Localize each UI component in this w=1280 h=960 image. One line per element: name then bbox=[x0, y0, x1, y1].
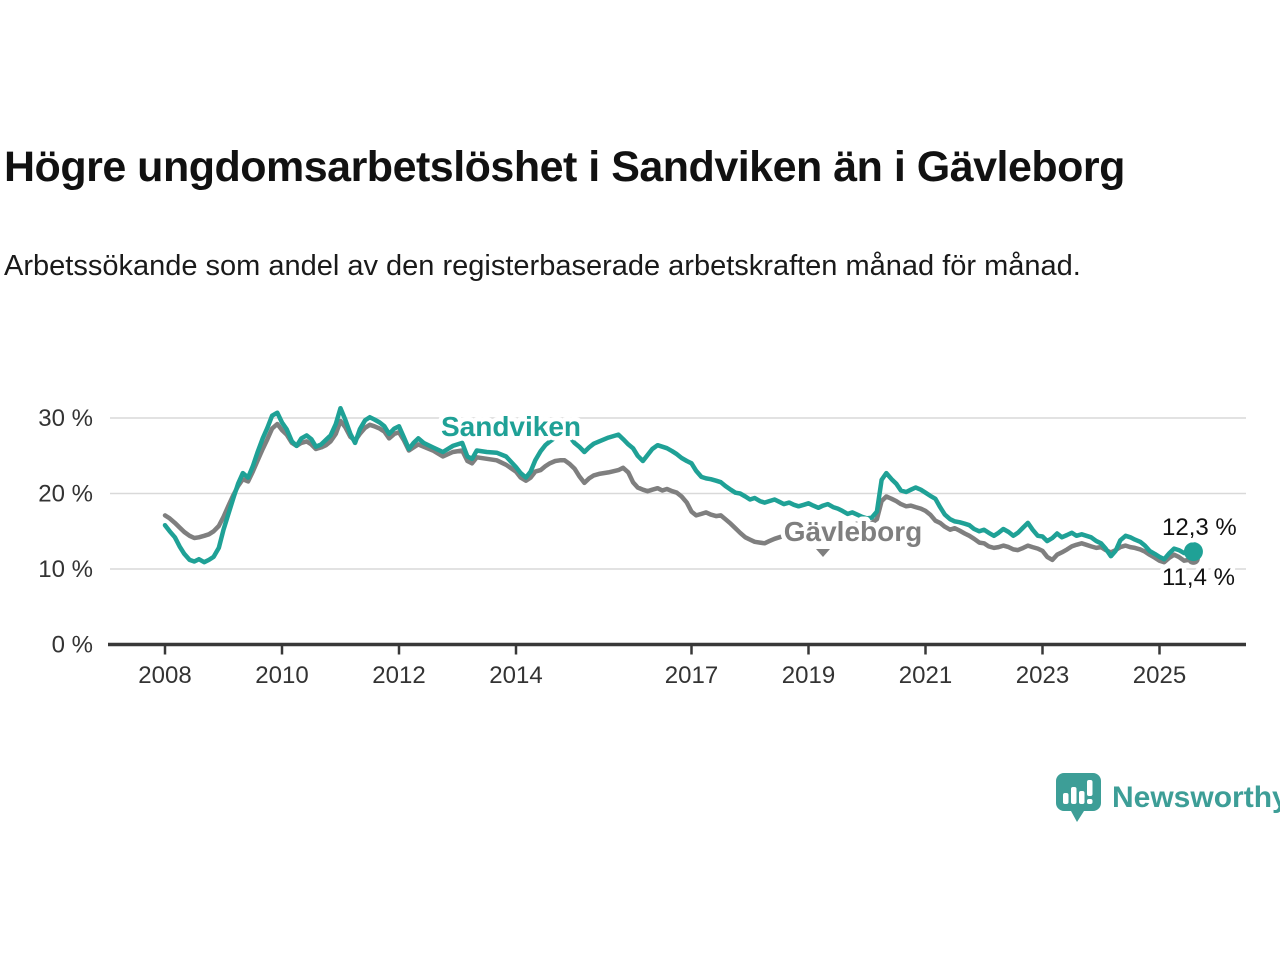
y-tick-label-10: 10 % bbox=[38, 556, 93, 583]
x-tick-label-2021: 2021 bbox=[899, 662, 952, 689]
x-tick-label-2014: 2014 bbox=[489, 662, 542, 689]
newsworthy-bubble-bars-icon bbox=[1056, 773, 1101, 822]
x-tick-label-2010: 2010 bbox=[255, 662, 308, 689]
x-tick-label-2023: 2023 bbox=[1016, 662, 1069, 689]
series-inline-labels: Sandviken Gävleborg bbox=[436, 407, 927, 557]
y-axis-tick-labels: 0 % 10 % 20 % 30 % bbox=[38, 405, 93, 659]
end-label-gavleborg: 11,4 % bbox=[1162, 564, 1235, 591]
newsworthy-logo-text: Newsworthy bbox=[1112, 781, 1280, 814]
chart-subtitle: Arbetssökande som andel av den registerb… bbox=[4, 250, 1081, 282]
y-tick-label-30: 30 % bbox=[38, 405, 93, 432]
line-chart: 0 % 10 % 20 % 30 % 2008 2010 2012 2014 2017 2019… bbox=[38, 405, 1246, 689]
series-line-gävleborg bbox=[162, 418, 1196, 565]
x-axis bbox=[108, 642, 1246, 655]
label-sandviken: Sandviken bbox=[441, 411, 581, 442]
series-line-sandviken bbox=[162, 405, 1196, 565]
logo-bar-chart-glyph bbox=[1063, 780, 1093, 804]
y-tick-label-0: 0 % bbox=[52, 632, 93, 659]
x-tick-label-2017: 2017 bbox=[665, 662, 718, 689]
x-tick-label-2008: 2008 bbox=[138, 662, 191, 689]
x-axis-tick-labels: 2008 2010 2012 2014 2017 2019 2021 2023 2025 bbox=[138, 662, 1186, 689]
page-title: Högre ungdomsarbetslöshet i Sandviken än… bbox=[4, 143, 1125, 191]
x-tick-label-2012: 2012 bbox=[372, 662, 425, 689]
newsworthy-brand-logo[interactable]: Newsworthy bbox=[1054, 771, 1280, 825]
end-label-sandviken: 12,3 % bbox=[1162, 514, 1237, 541]
x-tick-label-2019: 2019 bbox=[782, 662, 835, 689]
gavleborg-pointer-caret-icon bbox=[816, 549, 830, 557]
data-series bbox=[162, 405, 1203, 565]
x-tick-label-2025: 2025 bbox=[1133, 662, 1186, 689]
series-end-dot-sandviken bbox=[1183, 542, 1203, 562]
label-gavleborg: Gävleborg bbox=[784, 516, 922, 547]
y-tick-label-20: 20 % bbox=[38, 481, 93, 508]
end-value-labels: 12,3 % 11,4 % bbox=[1158, 510, 1242, 596]
